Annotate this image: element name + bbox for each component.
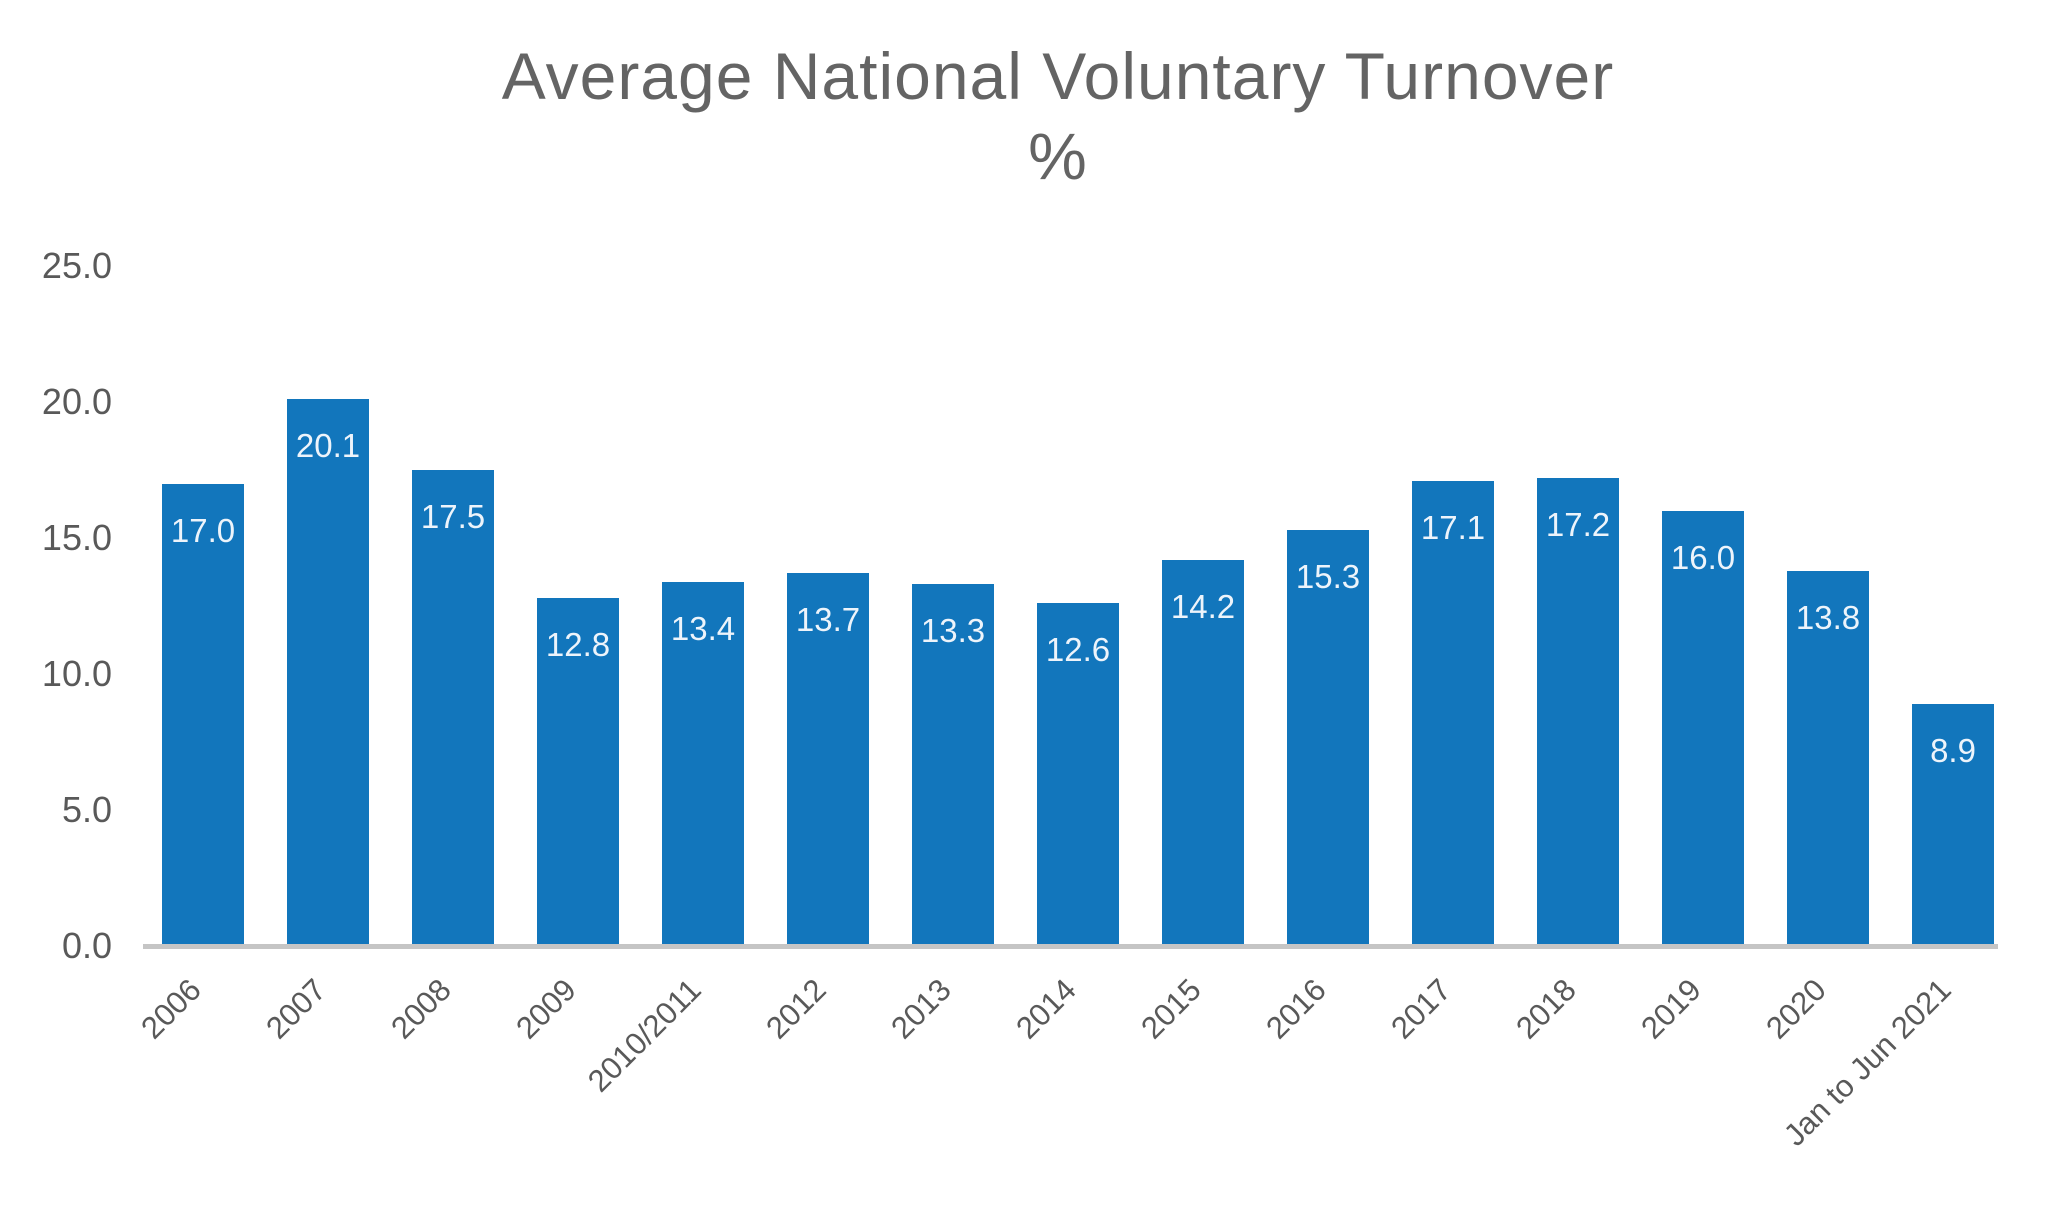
y-axis-tick-label: 20.0 xyxy=(41,381,112,422)
bar-value-label: 8.9 xyxy=(1930,732,1976,769)
bar-value-label: 12.6 xyxy=(1045,631,1111,668)
bar-2015: 14.2 xyxy=(1162,560,1244,946)
x-axis-line xyxy=(143,944,1998,949)
bar-value-label: 12.8 xyxy=(545,626,611,663)
bar-2014: 12.6 xyxy=(1037,603,1119,946)
bar-2009: 12.8 xyxy=(537,598,619,946)
bar-value-label: 16.0 xyxy=(1670,539,1736,576)
chart-title-line1: Average National Voluntary Turnover xyxy=(501,39,1615,113)
chart-title: Average National Voluntary Turnover % xyxy=(34,36,2048,196)
bar-value-label: 13.7 xyxy=(795,601,861,638)
bar-2007: 20.1 xyxy=(287,399,369,946)
bar-2012: 13.7 xyxy=(787,573,869,946)
y-axis-tick-label: 0.0 xyxy=(61,925,112,966)
bar-2008: 17.5 xyxy=(412,470,494,946)
bar-2018: 17.2 xyxy=(1537,478,1619,946)
y-axis-tick-label: 15.0 xyxy=(41,517,112,558)
bar-value-label: 17.5 xyxy=(420,498,486,535)
bar-value-label: 13.8 xyxy=(1795,599,1861,636)
bar-value-label: 20.1 xyxy=(295,427,361,464)
bar-2006: 17.0 xyxy=(162,484,244,946)
bar-value-label: 17.0 xyxy=(170,512,236,549)
bar-value-label: 17.1 xyxy=(1420,509,1486,546)
bar-value-label: 13.3 xyxy=(920,612,986,649)
bar-2017: 17.1 xyxy=(1412,481,1494,946)
bar-value-label: 13.4 xyxy=(670,610,736,647)
bar-value-label: 14.2 xyxy=(1170,588,1236,625)
bar-Jan to Jun 2021: 8.9 xyxy=(1912,704,1994,946)
y-axis-tick-label: 10.0 xyxy=(41,653,112,694)
bar-2016: 15.3 xyxy=(1287,530,1369,946)
bar-2013: 13.3 xyxy=(912,584,994,946)
bar-2019: 16.0 xyxy=(1662,511,1744,946)
bar-2010/2011: 13.4 xyxy=(662,582,744,946)
bar-value-label: 17.2 xyxy=(1545,506,1611,543)
y-axis-tick-label: 5.0 xyxy=(61,789,112,830)
bar-value-label: 15.3 xyxy=(1295,558,1361,595)
y-axis-tick-label: 25.0 xyxy=(41,245,112,286)
chart-title-line2: % xyxy=(1028,119,1088,193)
bar-2020: 13.8 xyxy=(1787,571,1869,946)
